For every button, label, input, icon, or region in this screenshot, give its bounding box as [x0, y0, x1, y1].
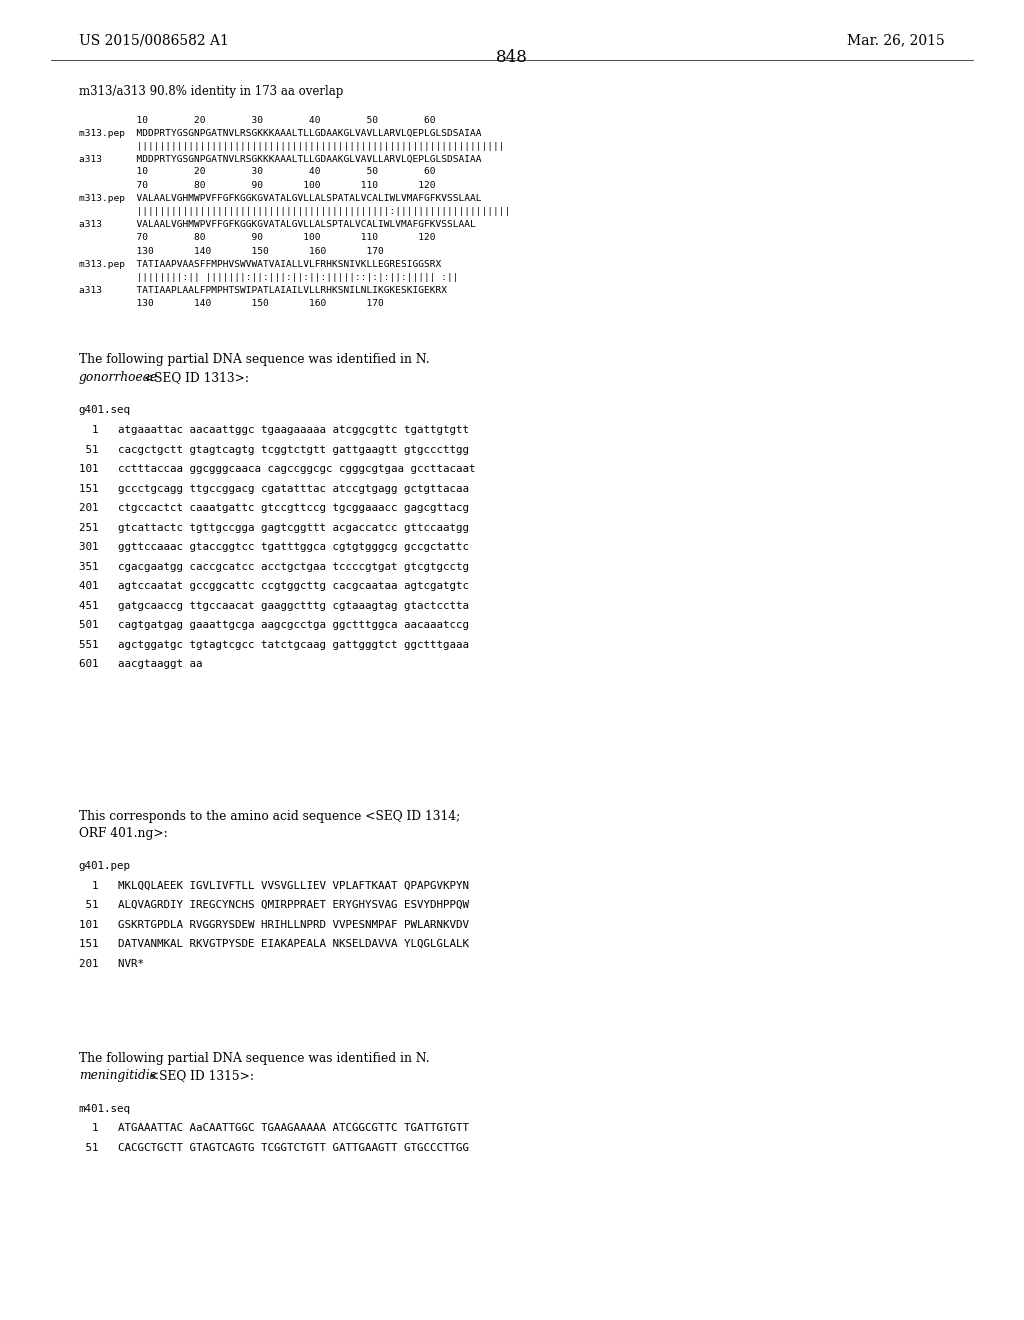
Text: 151   DATVANMKAL RKVGTPYSDE EIAKAPEALA NKSELDAVVA YLQGLGLALK: 151 DATVANMKAL RKVGTPYSDE EIAKAPEALA NKS… [79, 939, 469, 949]
Text: The following partial DNA sequence was identified in N.: The following partial DNA sequence was i… [79, 352, 429, 366]
Text: m401.seq: m401.seq [79, 1104, 131, 1114]
Text: 51   ALQVAGRDIY IREGCYNCHS QMIRPPRAET ERYGHYSVAG ESVYDHPPQW: 51 ALQVAGRDIY IREGCYNCHS QMIRPPRAET ERYG… [79, 900, 469, 909]
Text: 70        80        90       100       110       120: 70 80 90 100 110 120 [79, 232, 435, 242]
Text: 201   ctgccactct caaatgattc gtccgttccg tgcggaaacc gagcgttacg: 201 ctgccactct caaatgattc gtccgttccg tgc… [79, 503, 469, 513]
Text: 1   MKLQQLAEEK IGVLIVFTLL VVSVGLLIEV VPLAFTKAAT QPAPGVKPYN: 1 MKLQQLAEEK IGVLIVFTLL VVSVGLLIEV VPLAF… [79, 880, 469, 891]
Text: 451   gatgcaaccg ttgccaacat gaaggctttg cgtaaagtag gtactcctta: 451 gatgcaaccg ttgccaacat gaaggctttg cgt… [79, 601, 469, 611]
Text: 601   aacgtaaggt aa: 601 aacgtaaggt aa [79, 660, 203, 669]
Text: 501   cagtgatgag gaaattgcga aagcgcctga ggctttggca aacaaatccg: 501 cagtgatgag gaaattgcga aagcgcctga ggc… [79, 620, 469, 631]
Text: 151   gccctgcagg ttgccggacg cgatatttac atccgtgagg gctgttacaa: 151 gccctgcagg ttgccggacg cgatatttac atc… [79, 483, 469, 494]
Text: US 2015/0086582 A1: US 2015/0086582 A1 [79, 33, 228, 48]
Text: <SEQ ID 1313>:: <SEQ ID 1313>: [140, 371, 249, 384]
Text: ORF 401.ng>:: ORF 401.ng>: [79, 826, 168, 840]
Text: 70        80        90       100       110       120: 70 80 90 100 110 120 [79, 181, 435, 190]
Text: 10        20        30        40        50        60: 10 20 30 40 50 60 [79, 168, 435, 177]
Text: m313.pep  TATIAAPVAASFFMPHVSWVWATVAIALLVLFRHKSNIVKLLEGRESIGGSRX: m313.pep TATIAAPVAASFFMPHVSWVWATVAIALLVL… [79, 260, 441, 269]
Text: Mar. 26, 2015: Mar. 26, 2015 [848, 33, 945, 48]
Text: 130       140       150       160       170: 130 140 150 160 170 [79, 298, 384, 308]
Text: a313      TATIAAPLAALFPMPHTSWIPATLAIAILVLLRHKSNILNLIKGKESKIGEKRX: a313 TATIAAPLAALFPMPHTSWIPATLAIAILVLLRHK… [79, 286, 446, 294]
Text: m313.pep  MDDPRTYGSGNPGATNVLRSGKKKAAALTLLGDAAKGLVAVLLARVLQEPLGLSDSAIAA: m313.pep MDDPRTYGSGNPGATNVLRSGKKKAAALTLL… [79, 129, 481, 139]
Text: meningitidis: meningitidis [79, 1069, 156, 1082]
Text: 301   ggttccaaac gtaccggtcc tgatttggca cgtgtgggcg gccgctattc: 301 ggttccaaac gtaccggtcc tgatttggca cgt… [79, 543, 469, 552]
Text: 848: 848 [496, 49, 528, 66]
Text: 401   agtccaatat gccggcattc ccgtggcttg cacgcaataa agtcgatgtc: 401 agtccaatat gccggcattc ccgtggcttg cac… [79, 581, 469, 591]
Text: m313/a313 90.8% identity in 173 aa overlap: m313/a313 90.8% identity in 173 aa overl… [79, 86, 343, 98]
Text: a313      MDDPRTYGSGNPGATNVLRSGKKKAAALTLLGDAAKGLVAVLLARVLQEPLGLSDSAIAA: a313 MDDPRTYGSGNPGATNVLRSGKKKAAALTLLGDAA… [79, 154, 481, 164]
Text: 251   gtcattactc tgttgccgga gagtcggttt acgaccatcc gttccaatgg: 251 gtcattactc tgttgccgga gagtcggttt acg… [79, 523, 469, 533]
Text: ||||||||:|| |||||||:||:|||:||:||:|||||::|:|:||:||||| :||: ||||||||:|| |||||||:||:|||:||:||:|||||::… [79, 273, 459, 282]
Text: 201   NVR*: 201 NVR* [79, 958, 143, 969]
Text: The following partial DNA sequence was identified in N.: The following partial DNA sequence was i… [79, 1052, 429, 1065]
Text: 1   atgaaattac aacaattggc tgaagaaaaa atcggcgttc tgattgtgtt: 1 atgaaattac aacaattggc tgaagaaaaa atcgg… [79, 425, 469, 436]
Text: 51   CACGCTGCTT GTAGTCAGTG TCGGTCTGTT GATTGAAGTT GTGCCCTTGG: 51 CACGCTGCTT GTAGTCAGTG TCGGTCTGTT GATT… [79, 1143, 469, 1152]
Text: gonorrhoeae: gonorrhoeae [79, 371, 158, 384]
Text: g401.pep: g401.pep [79, 861, 131, 871]
Text: a313      VALAALVGHMWPVFFGFKGGKGVATALGVLLALSPTALVCALIWLVMAFGFKVSSLAAL: a313 VALAALVGHMWPVFFGFKGGKGVATALGVLLALSP… [79, 220, 475, 228]
Text: ||||||||||||||||||||||||||||||||||||||||||||:||||||||||||||||||||: ||||||||||||||||||||||||||||||||||||||||… [79, 207, 510, 216]
Text: g401.seq: g401.seq [79, 405, 131, 416]
Text: 101   GSKRTGPDLA RVGGRYSDEW HRIHLLNPRD VVPESNMPAF PWLARNKVDV: 101 GSKRTGPDLA RVGGRYSDEW HRIHLLNPRD VVP… [79, 920, 469, 929]
Text: ||||||||||||||||||||||||||||||||||||||||||||||||||||||||||||||||: ||||||||||||||||||||||||||||||||||||||||… [79, 141, 505, 150]
Text: This corresponds to the amino acid sequence <SEQ ID 1314;: This corresponds to the amino acid seque… [79, 809, 460, 822]
Text: <SEQ ID 1315>:: <SEQ ID 1315>: [145, 1069, 254, 1082]
Text: m313.pep  VALAALVGHMWPVFFGFKGGKGVATALGVLLALSPATALVCALIWLVMAFGFKVSSLAAL: m313.pep VALAALVGHMWPVFFGFKGGKGVATALGVLL… [79, 194, 481, 203]
Text: 1   ATGAAATTAC AaCAATTGGC TGAAGAAAAA ATCGGCGTTC TGATTGTGTT: 1 ATGAAATTAC AaCAATTGGC TGAAGAAAAA ATCGG… [79, 1123, 469, 1134]
Text: 130       140       150       160       170: 130 140 150 160 170 [79, 248, 384, 256]
Text: 101   cctttaccaa ggcgggcaaca cagccggcgc cgggcgtgaa gccttacaat: 101 cctttaccaa ggcgggcaaca cagccggcgc cg… [79, 465, 475, 474]
Text: 551   agctggatgc tgtagtcgcc tatctgcaag gattgggtct ggctttgaaa: 551 agctggatgc tgtagtcgcc tatctgcaag gat… [79, 640, 469, 649]
Text: 10        20        30        40        50        60: 10 20 30 40 50 60 [79, 116, 435, 125]
Text: 351   cgacgaatgg caccgcatcc acctgctgaa tccccgtgat gtcgtgcctg: 351 cgacgaatgg caccgcatcc acctgctgaa tcc… [79, 562, 469, 572]
Text: 51   cacgctgctt gtagtcagtg tcggtctgtt gattgaagtt gtgcccttgg: 51 cacgctgctt gtagtcagtg tcggtctgtt gatt… [79, 445, 469, 454]
